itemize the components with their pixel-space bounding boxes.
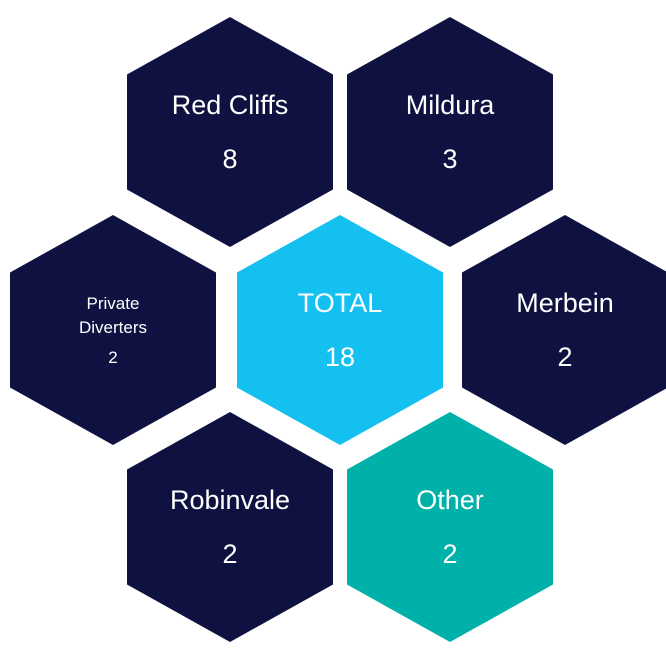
hexagon-value: 8	[222, 144, 238, 174]
hexagon-label: Mildura	[405, 89, 495, 120]
hexagon: Robinvale 2	[127, 412, 333, 642]
hexagon-label: Other	[416, 484, 484, 515]
hexagon-label: Private Diverters	[78, 294, 147, 337]
hexagon-value: 2	[222, 539, 238, 569]
hexagon: Other 2	[347, 412, 553, 642]
hexagon-value: 18	[324, 342, 356, 372]
hexagon: TOTAL 18	[237, 215, 443, 445]
hexagon-value: 2	[108, 347, 118, 367]
hexagon: Private Diverters 2	[10, 215, 216, 445]
hexagon-value: 2	[442, 539, 458, 569]
hexagon-label: TOTAL	[297, 287, 383, 318]
hexagon: Merbein 2	[462, 215, 666, 445]
hexagon: Red Cliffs 8	[127, 17, 333, 247]
hexagon-label: Robinvale	[169, 484, 291, 515]
hexagon-label: Red Cliffs	[171, 89, 289, 120]
hexagon-value: 2	[557, 342, 573, 372]
hexagon-value: 3	[442, 144, 458, 174]
hexagon: Mildura 3	[347, 17, 553, 247]
hexagon-label: Merbein	[516, 287, 614, 318]
